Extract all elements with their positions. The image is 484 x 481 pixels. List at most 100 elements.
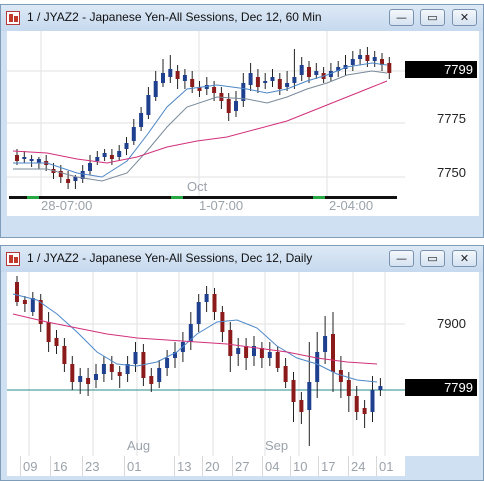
- candle-body: [182, 75, 187, 81]
- candle-body: [380, 59, 384, 65]
- month-label: Aug: [127, 438, 151, 453]
- moving-average-fast: [13, 62, 388, 178]
- close-button[interactable]: ✕: [452, 250, 477, 267]
- close-button[interactable]: ✕: [452, 9, 477, 26]
- title-bar[interactable]: 1 / JYAZ2 - Japanese Yen-All Sessions, D…: [1, 246, 483, 272]
- candle-body: [283, 366, 288, 382]
- time-axis[interactable]: Aug Sep: [7, 438, 405, 476]
- month-label: Sep: [265, 438, 289, 453]
- candle-body: [168, 69, 173, 77]
- candle-body: [378, 386, 383, 390]
- candle-body: [285, 83, 290, 87]
- date-label: 13: [177, 459, 192, 474]
- candle-body: [299, 65, 304, 75]
- candle-body: [307, 382, 312, 410]
- window-title: 1 / JYAZ2 - Japanese Yen-All Sessions, D…: [27, 10, 322, 24]
- moving-average-mid: [13, 70, 388, 182]
- date-tick: [174, 456, 175, 476]
- candle-body: [165, 358, 170, 368]
- candle-body: [54, 338, 59, 346]
- time-label: 2-04:00: [329, 198, 374, 213]
- candle-body: [146, 95, 151, 115]
- candle-body: [66, 179, 71, 183]
- maximize-button[interactable]: ▭: [420, 250, 445, 267]
- date-tick: [232, 456, 233, 476]
- candle-body: [175, 71, 180, 79]
- candle-body: [255, 77, 260, 87]
- candle-body: [78, 376, 83, 382]
- date-label: 01: [379, 459, 394, 474]
- candle-body: [58, 171, 63, 177]
- candle-body: [125, 364, 130, 374]
- candle-body: [70, 364, 75, 382]
- date-label: 04: [265, 459, 280, 474]
- date-label: 10: [293, 459, 308, 474]
- candle-body: [346, 380, 351, 396]
- date-labels: 09 16 23 01 13 20 27 04 10 17 24 01: [7, 456, 405, 476]
- date-label: 01: [127, 459, 142, 474]
- candle-body: [226, 99, 231, 113]
- period-label: Oct: [187, 179, 208, 194]
- minimize-button[interactable]: —: [389, 250, 414, 267]
- price-axis[interactable]: 7799 7775 7750: [405, 31, 479, 216]
- candle-body: [212, 294, 217, 312]
- minimize-button[interactable]: —: [389, 9, 414, 26]
- candle-body: [248, 73, 253, 85]
- title-bar[interactable]: 1 / JYAZ2 - Japanese Yen-All Sessions, D…: [1, 5, 483, 31]
- y-tick-label: 7775: [437, 111, 466, 126]
- candle-body: [36, 159, 41, 163]
- moving-average-slow: [12, 80, 388, 164]
- candle-body: [157, 368, 162, 382]
- date-tick: [50, 456, 51, 476]
- date-label: 16: [53, 459, 68, 474]
- candle-body: [38, 300, 43, 324]
- date-label: 27: [235, 459, 250, 474]
- time-axis[interactable]: Oct 28-07:00 1-07:00 2-04:00: [7, 179, 479, 216]
- candle-body: [328, 71, 333, 77]
- maximize-button[interactable]: ▭: [420, 9, 445, 26]
- chart-window-daily: 1 / JYAZ2 - Japanese Yen-All Sessions, D…: [0, 245, 484, 481]
- last-price-tag: 7799: [405, 379, 477, 396]
- price-axis[interactable]: 7900 7799: [405, 272, 479, 456]
- date-label: 24: [351, 459, 366, 474]
- candle-body: [270, 77, 275, 81]
- price-chart[interactable]: [7, 31, 405, 216]
- candle-body: [315, 352, 320, 382]
- candle-body: [365, 55, 370, 61]
- candle-body: [323, 336, 328, 352]
- time-label: 28-07:00: [41, 198, 93, 213]
- candle-body: [370, 390, 375, 412]
- candle-body: [190, 79, 195, 87]
- candle-body: [204, 85, 209, 89]
- candle-body: [228, 330, 233, 356]
- candle-body: [244, 346, 249, 358]
- candle-body: [358, 55, 363, 59]
- candle-body: [95, 157, 100, 161]
- candle-body: [263, 81, 268, 83]
- candle-body: [102, 153, 107, 157]
- candlestick-plot: [7, 31, 405, 216]
- candle-body: [362, 408, 367, 414]
- candle-body: [30, 298, 35, 312]
- candle-body: [314, 71, 319, 75]
- candle-body: [29, 159, 34, 161]
- candle-body: [109, 155, 114, 159]
- candle-body: [331, 334, 335, 372]
- candle-body: [46, 322, 51, 342]
- chart-app-icon: [6, 252, 20, 266]
- candle-body: [94, 374, 98, 380]
- candle-body: [133, 352, 138, 364]
- session-markers: [9, 196, 397, 199]
- date-tick: [376, 456, 377, 476]
- candle-body: [212, 87, 217, 93]
- candle-body: [173, 352, 177, 358]
- date-tick: [318, 456, 319, 476]
- date-label: 20: [205, 459, 220, 474]
- candle-body: [338, 370, 343, 382]
- price-chart[interactable]: [7, 272, 405, 456]
- chart-app-icon: [6, 11, 20, 25]
- candlestick-plot: [7, 272, 405, 456]
- last-price-tag: 7799: [405, 61, 477, 78]
- candle-body: [15, 282, 19, 302]
- date-tick: [290, 456, 291, 476]
